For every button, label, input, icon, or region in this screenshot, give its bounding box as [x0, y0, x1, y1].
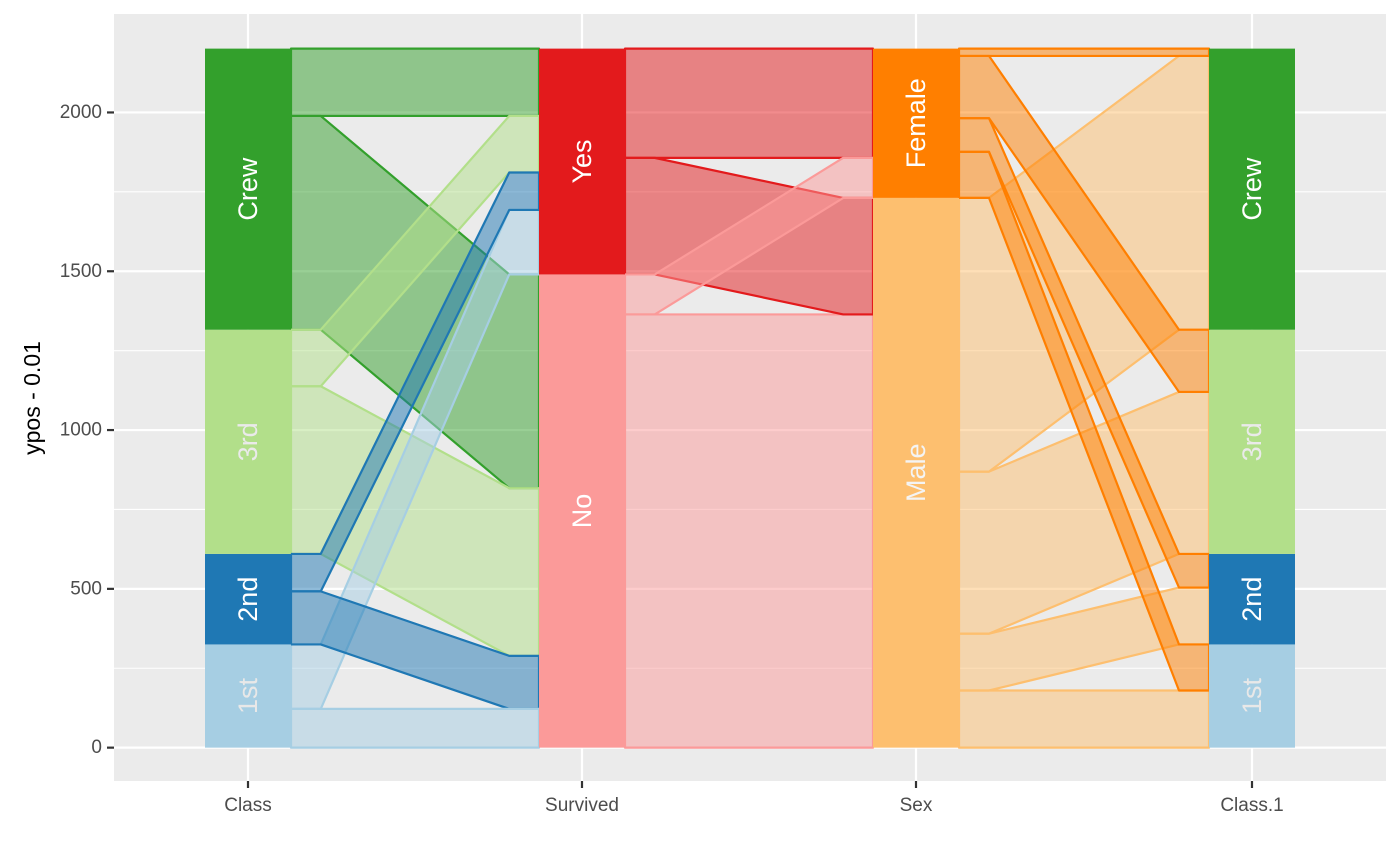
category-bars: [205, 48, 1295, 748]
bar-survived-yes: [539, 48, 625, 275]
ribbons: [289, 47, 1211, 749]
ribbon-survived-yes-to-female: [623, 47, 875, 159]
y-tick-label: 500: [70, 578, 102, 599]
bar-label-class-1st: 1st: [233, 678, 263, 715]
bar-label-class-crew: Crew: [233, 157, 263, 221]
x-tick-label-class-1: Class.1: [1220, 795, 1283, 816]
bar-survived-no: [539, 274, 625, 748]
bar-sex-female: [873, 48, 959, 198]
bar-label-class-3rd: 3rd: [233, 422, 263, 461]
bar-label-class-1-crew: Crew: [1237, 157, 1267, 221]
bar-class-2nd: [205, 553, 291, 645]
y-tick-label: 1500: [60, 261, 102, 282]
bar-class-1-crew: [1209, 48, 1295, 330]
x-tick-label-sex: Sex: [900, 795, 933, 816]
bar-class-1-3rd: [1209, 329, 1295, 554]
ribbon-class-1st-to-no: [289, 707, 541, 749]
bar-class-1-2nd: [1209, 553, 1295, 645]
bar-sex-male: [873, 197, 959, 748]
bar-label-sex-female: Female: [901, 78, 931, 168]
bar-label-class-1-2nd: 2nd: [1237, 577, 1267, 622]
ribbon-sex-female-to-crew: [957, 47, 1211, 58]
ribbon-class-crew-to-yes: [289, 47, 541, 118]
bar-class-1-1st: [1209, 644, 1295, 748]
bar-label-class-1-1st: 1st: [1237, 678, 1267, 715]
x-tick-label-class: Class: [224, 795, 272, 816]
bar-label-survived-yes: Yes: [567, 140, 597, 184]
bar-label-survived-no: No: [567, 494, 597, 529]
bar-class-3rd: [205, 329, 291, 554]
category-labels: 1st 2nd 3rd Crew No Yes Male Female 1st 2nd 3rd Cre…: [233, 78, 1267, 714]
bar-class-crew: [205, 48, 291, 330]
bar-class-1st: [205, 644, 291, 748]
x-tick-label-survived: Survived: [545, 795, 619, 816]
bar-label-sex-male: Male: [901, 444, 931, 503]
bar-label-class-1-3rd: 3rd: [1237, 422, 1267, 461]
y-tick-label: 2000: [60, 102, 102, 123]
ribbon-sex-male-to-1st: [957, 689, 1211, 749]
y-axis: 0 500 1000 1500 2000: [60, 102, 114, 758]
y-axis-title: ypos - 0.01: [19, 341, 45, 455]
y-tick-label: 1000: [60, 420, 102, 441]
bar-label-class-2nd: 2nd: [233, 577, 263, 622]
x-axis: Class Survived Sex Class.1: [224, 781, 1284, 816]
ribbon-survived-no-to-male: [623, 313, 875, 749]
y-tick-label: 0: [91, 737, 102, 758]
